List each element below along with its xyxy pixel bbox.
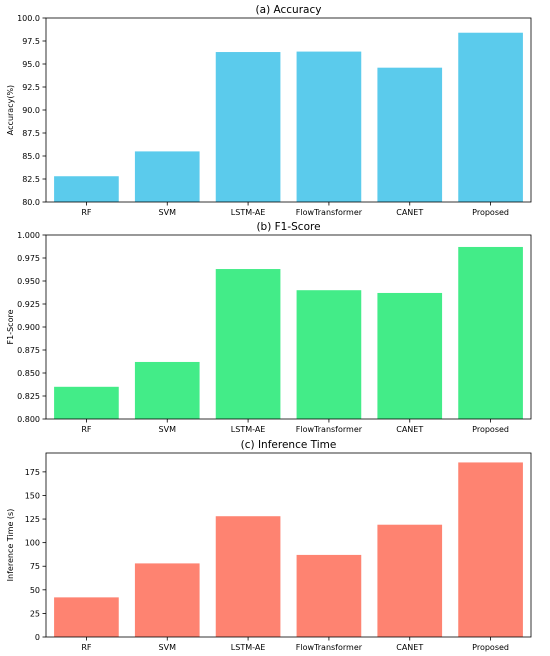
bar-flowtransformer [296,554,362,637]
y-tick-label: 75 [30,562,40,571]
y-tick-label: 82.5 [22,175,40,184]
x-tick-label: SVM [159,208,177,217]
y-tick-label: 0.975 [17,254,40,263]
bar-lstm-ae [215,269,281,419]
x-tick-label: Proposed [472,425,509,434]
y-tick-label: 87.5 [22,129,40,138]
bar-svm [134,361,200,419]
y-tick-label: 150 [25,491,40,500]
axes-frame [45,17,532,203]
chart-panel-3: (c) Inference Time Inference Time (s) RF SV… [6,439,532,652]
y-tick-label: 0.800 [17,415,40,424]
bar-lstm-ae [215,52,281,202]
x-tick-label: SVM [159,425,177,434]
y-tick-label: 85.0 [22,152,40,161]
bar-flowtransformer [296,290,362,419]
bar-canet [377,67,443,203]
y-axis-label: Accuracy(%) [6,85,15,135]
x-tick-label: CANET [396,643,423,652]
x-tick-label: FlowTransformer [296,643,363,652]
bar-proposed [458,246,523,419]
y-tick-label: 0 [35,633,40,642]
y-tick-label: 100.0 [17,14,40,23]
bar-svm [134,151,200,202]
bar-rf [54,597,119,637]
y-tick-label: 0.825 [17,392,40,401]
y-tick-label: 0.950 [17,277,40,286]
chart-title: (b) F1-Score [256,221,320,233]
x-tick-label: RF [81,643,92,652]
x-tick-label: LSTM-AE [231,643,266,652]
bar-flowtransformer [296,51,362,202]
x-tick-label: FlowTransformer [296,208,363,217]
bar-lstm-ae [215,516,281,637]
y-tick-label: 95.0 [22,60,40,69]
y-tick-label: 92.5 [22,83,40,92]
bar-canet [377,524,443,637]
y-tick-label: 100 [25,539,40,548]
x-tick-label: CANET [396,208,423,217]
bar-proposed [458,32,523,202]
axes-frame [45,452,532,638]
x-tick-label: Proposed [472,208,509,217]
y-tick-label: 0.900 [17,323,40,332]
x-tick-label: RF [81,208,92,217]
bar-rf [54,176,119,202]
x-tick-label: Proposed [472,643,509,652]
axes-frame [45,234,532,420]
x-tick-label: FlowTransformer [296,425,363,434]
y-tick-label: 90.0 [22,106,40,115]
y-tick-label: 125 [25,515,40,524]
y-axis-label: F1-Score [6,309,15,344]
chart-panel-2: (b) F1-Score F1-Score RF SVM LSTM-AE FlowTran… [6,221,532,434]
y-tick-label: 50 [30,586,40,595]
x-tick-label: LSTM-AE [231,208,266,217]
bar-proposed [458,462,523,637]
chart-title: (a) Accuracy [256,4,322,16]
bar-canet [377,292,443,419]
bar-rf [54,386,119,419]
bar-svm [134,563,200,637]
y-tick-label: 0.925 [17,300,40,309]
y-axis-label: Inference Time (s) [6,509,15,582]
x-tick-label: RF [81,425,92,434]
x-tick-label: SVM [159,643,177,652]
y-tick-label: 80.0 [22,198,40,207]
y-tick-label: 25 [30,609,40,618]
chart-title: (c) Inference Time [241,439,337,451]
x-tick-label: LSTM-AE [231,425,266,434]
y-tick-label: 1.000 [17,231,40,240]
y-tick-label: 0.850 [17,369,40,378]
chart-panel-1: (a) Accuracy Accuracy(%) RF SVM LSTM-AE FlowT… [6,4,532,217]
x-tick-label: CANET [396,425,423,434]
y-tick-label: 175 [25,468,40,477]
y-tick-label: 97.5 [22,37,40,46]
y-tick-label: 0.875 [17,346,40,355]
